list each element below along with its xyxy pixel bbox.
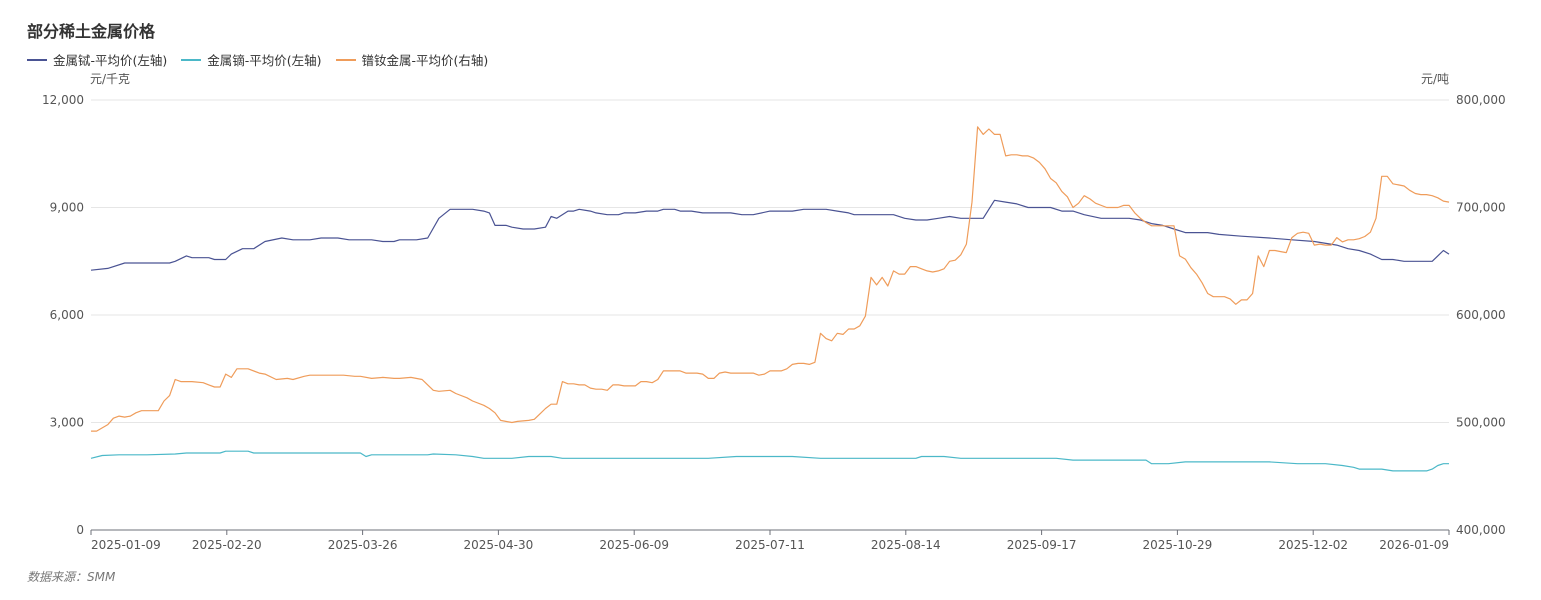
x-axis-tick-label: 2026-01-09: [1379, 538, 1449, 552]
left-axis-tick-label: 6,000: [50, 308, 84, 322]
chart-legend: 金属铽-平均价(左轴) 金属镝-平均价(左轴) 镨钕金属-平均价(右轴): [27, 50, 488, 69]
data-source: 数据来源：SMM: [27, 570, 116, 584]
left-axis-unit: 元/千克: [90, 72, 130, 86]
series-line-terbium: [90, 199, 1450, 271]
legend-label-dysprosium: 金属镝-平均价(左轴): [207, 53, 322, 68]
x-axis-tick-label: 2025-09-17: [1007, 538, 1077, 552]
axes: 元/千克 元/吨 12,000 800,000 9,000 700,000 6,000 6…: [42, 72, 1506, 552]
series-line-dysprosium: [90, 450, 1449, 472]
left-axis-tick-label: 9,000: [50, 201, 84, 215]
legend-label-terbium: 金属铽-平均价(左轴): [53, 53, 168, 68]
right-axis-tick-label: 800,000: [1456, 93, 1506, 107]
series-lines: [90, 126, 1450, 472]
left-axis-tick-label: 3,000: [50, 416, 84, 430]
x-axis-tick-label: 2025-07-11: [735, 538, 805, 552]
series-line-prnd: [91, 126, 1450, 432]
right-axis-tick-label: 500,000: [1456, 416, 1506, 430]
legend-swatch-prnd: [335, 58, 356, 61]
x-axis-tick-label: 2025-12-02: [1278, 538, 1348, 552]
x-axis-tick-label: 2025-10-29: [1143, 538, 1213, 552]
right-axis-unit: 元/吨: [1421, 72, 1449, 86]
right-axis-tick-label: 600,000: [1456, 308, 1506, 322]
x-axis-tick-label: 2025-02-20: [192, 538, 262, 552]
right-axis-tick-label: 700,000: [1456, 201, 1506, 215]
x-axis-tick-label: 2025-01-09: [91, 538, 161, 552]
legend-label-prnd: 镨钕金属-平均价(右轴): [361, 53, 489, 68]
legend-item-dysprosium[interactable]: 金属镝-平均价(左轴): [181, 50, 322, 69]
chart-title: 部分稀土金属价格: [27, 22, 156, 41]
legend-swatch-terbium: [27, 58, 47, 61]
legend-item-terbium[interactable]: 金属铽-平均价(左轴): [27, 50, 167, 69]
legend-item-prnd[interactable]: 镨钕金属-平均价(右轴): [335, 50, 489, 69]
legend-swatch-dysprosium: [181, 58, 202, 61]
x-axis-tick-label: 2025-04-30: [464, 538, 534, 552]
right-axis-tick-label: 400,000: [1456, 523, 1506, 537]
x-axis-tick-label: 2025-08-14: [871, 538, 941, 552]
left-axis-tick-label: 12,000: [42, 93, 84, 107]
x-axis-tick-label: 2025-06-09: [599, 538, 669, 552]
left-axis-tick-label: 0: [76, 523, 84, 537]
grid-lines: [91, 99, 1449, 423]
x-axis-tick-label: 2025-03-26: [328, 538, 398, 552]
